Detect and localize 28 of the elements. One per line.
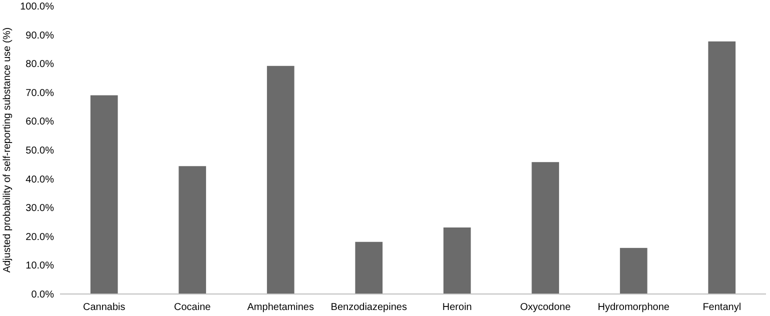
x-tick-label: Cocaine <box>174 302 212 313</box>
y-tick-label: 0.0% <box>31 290 54 300</box>
bar <box>178 166 206 294</box>
y-tick-label: 80.0% <box>26 59 54 70</box>
y-tick-label: 50.0% <box>26 146 54 156</box>
y-tick-label: 90.0% <box>26 30 54 42</box>
y-tick-label: 70.0% <box>26 88 54 99</box>
y-axis-title: Adjusted probability of self-reporting substance use (%) <box>2 27 13 273</box>
y-tick-label: 20.0% <box>26 232 54 243</box>
bar <box>443 227 471 294</box>
bar <box>532 162 560 294</box>
x-tick-label: Oxycodone <box>520 302 572 313</box>
bar <box>708 41 736 294</box>
y-tick-label: 40.0% <box>26 174 54 186</box>
bar <box>90 95 118 294</box>
x-tick-label: Hydromorphone <box>598 302 670 313</box>
y-tick-label: 30.0% <box>26 203 54 214</box>
y-tick-label: 60.0% <box>26 116 54 128</box>
x-tick-label: Fentanyl <box>702 302 742 313</box>
y-tick-label: 100.0% <box>20 2 54 12</box>
y-tick-label: 10.0% <box>26 260 54 272</box>
x-tick-label: Benzodiazepines <box>330 302 407 313</box>
bar <box>620 248 648 294</box>
bar <box>266 66 294 294</box>
x-tick-label: Heroin <box>442 302 472 313</box>
x-tick-label: Cannabis <box>82 302 126 313</box>
x-tick-label: Amphetamines <box>247 302 314 313</box>
bar <box>355 242 383 294</box>
